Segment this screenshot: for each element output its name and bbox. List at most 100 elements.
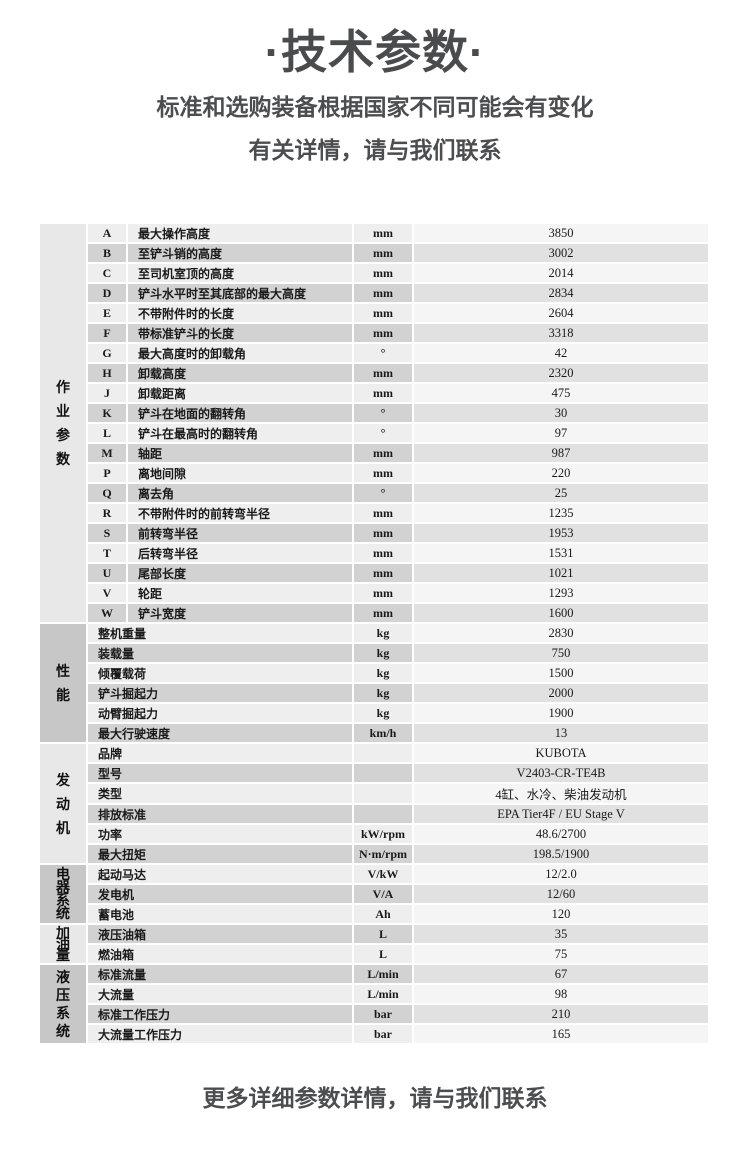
section-group-label: 性能 (40, 624, 86, 742)
row-unit: kg (354, 684, 412, 702)
row-parameter-label: 最大行驶速度 (88, 724, 352, 742)
row-dimension-letter: G (88, 344, 126, 362)
table-row: 燃油箱 L 75 (40, 945, 708, 963)
row-unit: mm (354, 564, 412, 582)
table-row: 型号 V2403-CR-TE4B (40, 764, 708, 782)
row-parameter-label: 大流量工作压力 (88, 1025, 352, 1043)
table-row: E 不带附件时的长度 mm 2604 (40, 304, 708, 322)
table-row: 标准工作压力 bar 210 (40, 1005, 708, 1023)
row-unit (354, 805, 412, 823)
row-unit: mm (354, 284, 412, 302)
row-unit: bar (354, 1005, 412, 1023)
group-label-char: 数 (56, 451, 70, 467)
table-row: 大流量工作压力 bar 165 (40, 1025, 708, 1043)
row-value: 2830 (414, 624, 708, 642)
group-label-char: 量 (56, 946, 70, 963)
row-dimension-letter: M (88, 444, 126, 462)
row-value: 97 (414, 424, 708, 442)
row-parameter-label: 起动马达 (88, 865, 352, 883)
row-value: 2000 (414, 684, 708, 702)
group-label-char: 加 (56, 925, 70, 941)
row-unit: bar (354, 1025, 412, 1043)
table-row: J 卸载距离 mm 475 (40, 384, 708, 402)
group-label-char: 参 (56, 427, 70, 443)
row-parameter-label: 品牌 (88, 744, 352, 762)
page-subtitle: 标准和选购装备根据国家不同可能会有变化 有关详情，请与我们联系 (0, 86, 750, 172)
section-group-label: 电器系统 (40, 865, 86, 923)
row-unit: V/A (354, 885, 412, 903)
row-value: 3002 (414, 244, 708, 262)
group-label-char: 业 (56, 403, 70, 419)
row-value: 12/2.0 (414, 865, 708, 883)
spec-table-wrapper: 作业参数 A 最大操作高度 mm 3850 B 至铲斗销的高度 mm 3002 C 至司机室顶的高度… (38, 222, 710, 1045)
row-value: 4缸、水冷、柴油发动机 (414, 784, 708, 803)
row-value: 13 (414, 724, 708, 742)
row-parameter-label: 功率 (88, 825, 352, 843)
row-parameter-label: 燃油箱 (88, 945, 352, 963)
row-unit: kW/rpm (354, 825, 412, 843)
row-dimension-letter: F (88, 324, 126, 342)
row-parameter-label: 排放标准 (88, 805, 352, 823)
row-dimension-letter: Q (88, 484, 126, 502)
group-label-char: 能 (56, 687, 70, 703)
row-dimension-letter: V (88, 584, 126, 602)
row-value: 75 (414, 945, 708, 963)
row-parameter-label: 标准流量 (88, 965, 352, 983)
row-dimension-letter: L (88, 424, 126, 442)
row-parameter-label: 前转弯半径 (128, 524, 352, 542)
row-parameter-label: 至司机室顶的高度 (128, 264, 352, 282)
row-unit: mm (354, 464, 412, 482)
row-parameter-label: 动臂掘起力 (88, 704, 352, 722)
table-row: 最大行驶速度 km/h 13 (40, 724, 708, 742)
row-value: 987 (414, 444, 708, 462)
row-value: 1235 (414, 504, 708, 522)
group-label-char: 性 (56, 663, 70, 679)
group-label-char: 统 (56, 1023, 70, 1039)
table-row: 装载量 kg 750 (40, 644, 708, 662)
row-parameter-label: 铲斗在最高时的翻转角 (128, 424, 352, 442)
row-unit: mm (354, 604, 412, 622)
table-row: R 不带附件时的前转弯半径 mm 1235 (40, 504, 708, 522)
row-unit: V/kW (354, 865, 412, 883)
row-value: 25 (414, 484, 708, 502)
row-value: 98 (414, 985, 708, 1003)
row-value: 2604 (414, 304, 708, 322)
table-row: 液压系统标准流量 L/min 67 (40, 965, 708, 1043)
row-parameter-label: 卸载距离 (128, 384, 352, 402)
table-row: 加油量液压油箱 L 35 (40, 925, 708, 963)
table-row: 发电机 V/A 12/60 (40, 885, 708, 903)
row-parameter-label: 大流量 (88, 985, 352, 1003)
row-unit: ° (354, 404, 412, 422)
row-parameter-label: 后转弯半径 (128, 544, 352, 562)
row-parameter-label: 型号 (88, 764, 352, 782)
row-unit: mm (354, 384, 412, 402)
row-parameter-label: 不带附件时的前转弯半径 (128, 504, 352, 522)
row-value: EPA Tier4F / EU Stage V (414, 805, 708, 823)
row-value: 220 (414, 464, 708, 482)
row-parameter-label: 最大扭矩 (88, 845, 352, 863)
row-unit (354, 784, 412, 803)
table-row: T 后转弯半径 mm 1531 (40, 544, 708, 562)
row-value: 1293 (414, 584, 708, 602)
subtitle-line-1: 标准和选购装备根据国家不同可能会有变化 (156, 94, 594, 120)
group-label-char: 电 (56, 866, 70, 882)
row-dimension-letter: H (88, 364, 126, 382)
row-dimension-letter: E (88, 304, 126, 322)
table-row: K 铲斗在地面的翻转角 ° 30 (40, 404, 708, 422)
row-unit: kg (354, 704, 412, 722)
row-value: 42 (414, 344, 708, 362)
table-row: 倾覆载荷 kg 1500 (40, 664, 708, 682)
subtitle-line-2: 有关详情，请与我们联系 (248, 137, 502, 163)
section-group-label: 发动机 (40, 744, 86, 863)
row-unit: mm (354, 584, 412, 602)
row-parameter-label: 离去角 (128, 484, 352, 502)
row-value: 165 (414, 1025, 708, 1043)
table-row: F 带标准铲斗的长度 mm 3318 (40, 324, 708, 342)
row-unit: mm (354, 224, 412, 242)
row-unit: N·m/rpm (354, 845, 412, 863)
row-unit: L/min (354, 965, 412, 983)
table-row: W 铲斗宽度 mm 1600 (40, 604, 708, 622)
row-parameter-label: 整机重量 (88, 624, 352, 642)
table-row: L 铲斗在最高时的翻转角 ° 97 (40, 424, 708, 442)
table-row: 排放标准 EPA Tier4F / EU Stage V (40, 805, 708, 823)
